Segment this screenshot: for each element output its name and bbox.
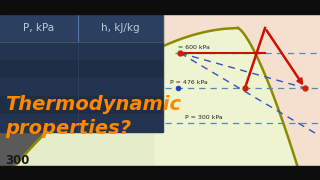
- Bar: [0, 78, 163, 96]
- Text: P = 300 kPa: P = 300 kPa: [185, 115, 223, 120]
- Text: Thermodynamic: Thermodynamic: [5, 96, 181, 114]
- Text: P, kPa: P, kPa: [23, 23, 55, 33]
- Bar: [0, 14, 320, 166]
- Bar: [0, 0, 320, 14]
- Bar: [0, 60, 163, 78]
- Text: properties?: properties?: [5, 118, 131, 138]
- Text: 300: 300: [5, 154, 29, 166]
- Bar: [155, 14, 320, 166]
- Text: h, kJ/kg: h, kJ/kg: [101, 23, 140, 33]
- Bar: [0, 96, 163, 114]
- Polygon shape: [13, 28, 298, 168]
- Text: P = 476 kPa: P = 476 kPa: [170, 80, 208, 85]
- Bar: [0, 42, 163, 60]
- Bar: [0, 166, 320, 180]
- Text: = 600 kPa: = 600 kPa: [178, 45, 210, 50]
- Bar: [0, 114, 163, 132]
- Bar: [0, 14, 163, 42]
